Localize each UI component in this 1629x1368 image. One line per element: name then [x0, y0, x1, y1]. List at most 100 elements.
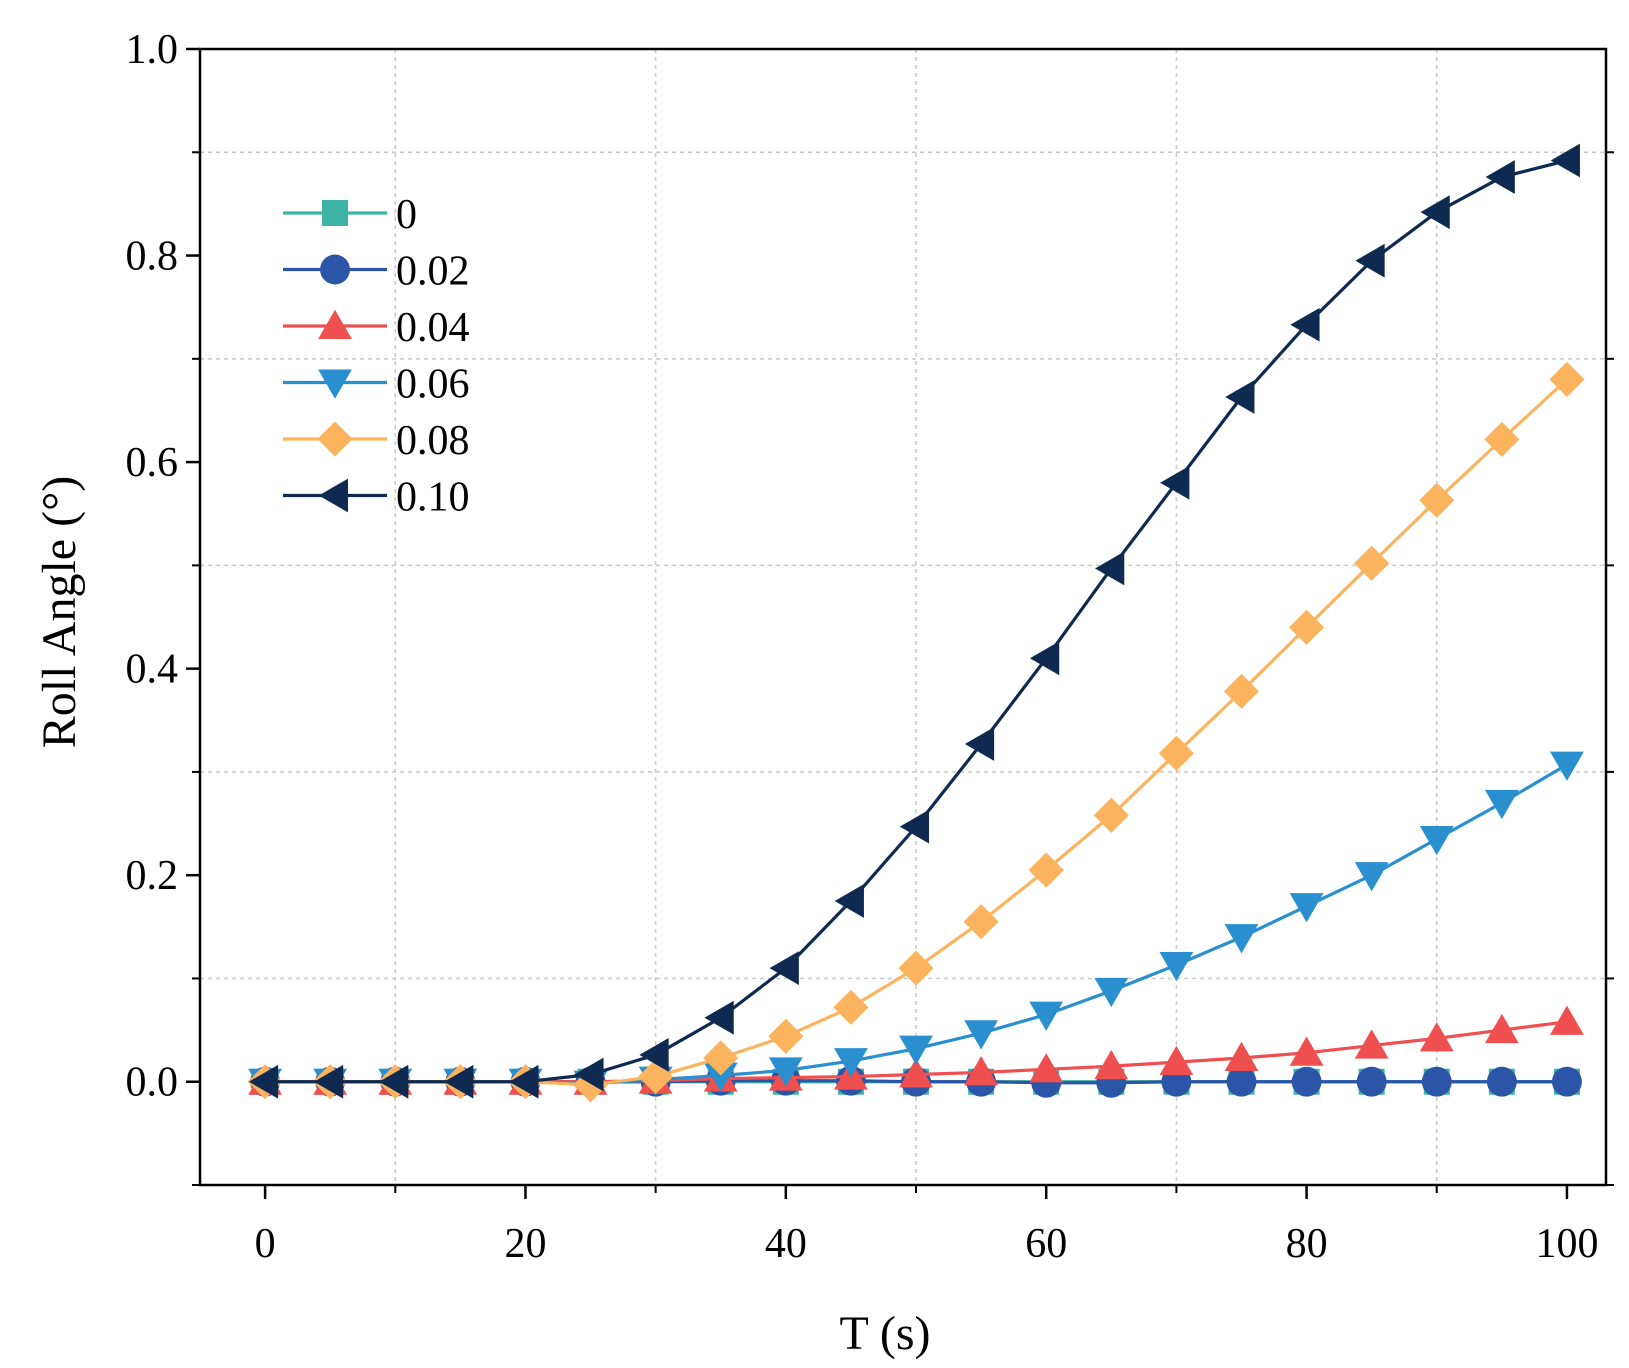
legend-label: 0 [396, 192, 417, 238]
y-tick-label: 0.8 [126, 234, 179, 280]
data-point-0.10 [248, 1064, 279, 1099]
legend-label: 0.08 [396, 418, 470, 464]
legend-label: 0.02 [396, 249, 470, 295]
data-point-0.06 [1354, 862, 1389, 892]
data-point-0.04 [1419, 1022, 1454, 1052]
data-point-0.04 [1159, 1045, 1194, 1076]
data-point-0.08 [1158, 735, 1194, 771]
data-point-0.08 [703, 1040, 739, 1076]
data-point-0.10 [313, 1064, 344, 1099]
x-tick-label: 60 [1025, 1221, 1067, 1267]
y-tick-label: 0.2 [126, 853, 179, 899]
x-tick-label: 0 [255, 1221, 276, 1267]
data-point-0.10 [834, 884, 864, 918]
data-point-0.10 [639, 1037, 669, 1072]
data-point-0.08 [1419, 482, 1455, 518]
data-point-0.08 [1354, 545, 1390, 581]
y-tick-label: 0.4 [126, 647, 179, 693]
data-point-0.10 [509, 1064, 539, 1099]
y-tick-label: 1.0 [126, 27, 179, 73]
data-point-0.06 [703, 1062, 738, 1092]
x-tick-label: 40 [765, 1221, 807, 1267]
data-point-0.04 [1094, 1049, 1129, 1080]
data-point-0.06 [964, 1020, 999, 1050]
grid [200, 49, 1606, 1186]
y-tick-label: 0.6 [126, 440, 179, 486]
data-point-0.06 [834, 1048, 868, 1078]
legend-label: 0.04 [396, 305, 470, 351]
data-point-0.08 [1093, 797, 1129, 833]
data-point-0.04 [1354, 1029, 1389, 1059]
data-point-0.10 [964, 727, 995, 761]
data-point-0.04 [1289, 1036, 1324, 1066]
data-point-0.10 [1355, 243, 1385, 278]
data-point-0.06 [899, 1035, 933, 1065]
data-point-0.04 [1550, 1005, 1584, 1035]
y-tick-label: 0.0 [126, 1060, 179, 1106]
legend-item: 0 [283, 192, 417, 238]
x-tick-label: 100 [1535, 1221, 1598, 1267]
data-point-0.06 [1029, 1001, 1064, 1031]
legend-marker-0 [322, 200, 348, 226]
data-point-0.02 [1356, 1066, 1387, 1097]
data-point-0.10 [1420, 195, 1450, 230]
data-point-0.10 [899, 809, 930, 844]
data-point-0.08 [833, 989, 869, 1025]
data-point-0.10 [574, 1057, 604, 1092]
legend-item: 0.06 [283, 362, 470, 408]
data-point-0.10 [1225, 380, 1255, 414]
axis-ticks: 0 20 40 60 80 100 0.0 0.2 0.4 0.6 0.8 1.0 [126, 27, 1614, 1267]
legend-marker-0.04 [318, 309, 352, 339]
data-point-0.10 [1160, 465, 1190, 500]
data-point-0.04 [1484, 1013, 1519, 1044]
plot-frame [198, 47, 1608, 1187]
data-point-0.10 [704, 1000, 734, 1035]
data-point-0.08 [1484, 421, 1520, 457]
data-point-0.06 [1419, 826, 1454, 856]
data-point-0.04 [964, 1056, 999, 1086]
data-point-0.08 [898, 950, 934, 986]
data-point-0.10 [1095, 551, 1125, 586]
data-point-0.02 [1291, 1066, 1322, 1097]
data-point-0.10 [1485, 160, 1515, 194]
data-point-0.10 [1550, 143, 1580, 178]
data-point-0.06 [1550, 751, 1584, 781]
data-point-0.04 [1029, 1053, 1064, 1083]
data-point-0.02 [1421, 1066, 1452, 1097]
legend-label: 0.10 [396, 475, 470, 521]
data-point-0.10 [769, 951, 799, 986]
x-tick-label: 20 [504, 1221, 546, 1267]
legend-marker-0.06 [318, 369, 352, 399]
data-point-0.08 [963, 904, 999, 940]
data-point-0.08 [1289, 609, 1325, 645]
legend-item: 0.04 [283, 305, 470, 351]
data-point-0.10 [1029, 641, 1060, 676]
data-point-0.06 [1094, 977, 1129, 1008]
data-point-0.02 [1551, 1066, 1582, 1097]
data-point-0.06 [1289, 893, 1324, 923]
legend-marker-0.08 [317, 421, 353, 457]
data-point-0.06 [1224, 924, 1259, 954]
series-layer [247, 143, 1585, 1103]
data-point-0.02 [1486, 1066, 1517, 1097]
series-0.10 [248, 143, 1580, 1099]
data-point-0.06 [1159, 952, 1194, 982]
data-point-0.08 [768, 1018, 804, 1054]
legend-marker-0.10 [318, 478, 348, 513]
legend: 0 0.02 0.04 0.06 0.08 0.10 [283, 192, 470, 521]
data-point-0.06 [1484, 789, 1519, 820]
y-axis-label: Roll Angle (°) [33, 476, 86, 749]
legend-item: 0.08 [283, 418, 470, 464]
x-axis-label: T (s) [839, 1307, 930, 1360]
legend-item: 0.10 [283, 475, 470, 521]
legend-marker-0.02 [320, 254, 350, 285]
legend-item: 0.02 [283, 249, 470, 295]
data-point-0.10 [1290, 307, 1320, 342]
x-tick-label: 80 [1286, 1221, 1328, 1267]
data-point-0.06 [768, 1057, 803, 1087]
data-point-0.04 [899, 1058, 933, 1088]
data-point-0.08 [1223, 673, 1260, 709]
data-point-0.10 [379, 1064, 409, 1099]
data-point-0.04 [1224, 1041, 1259, 1071]
